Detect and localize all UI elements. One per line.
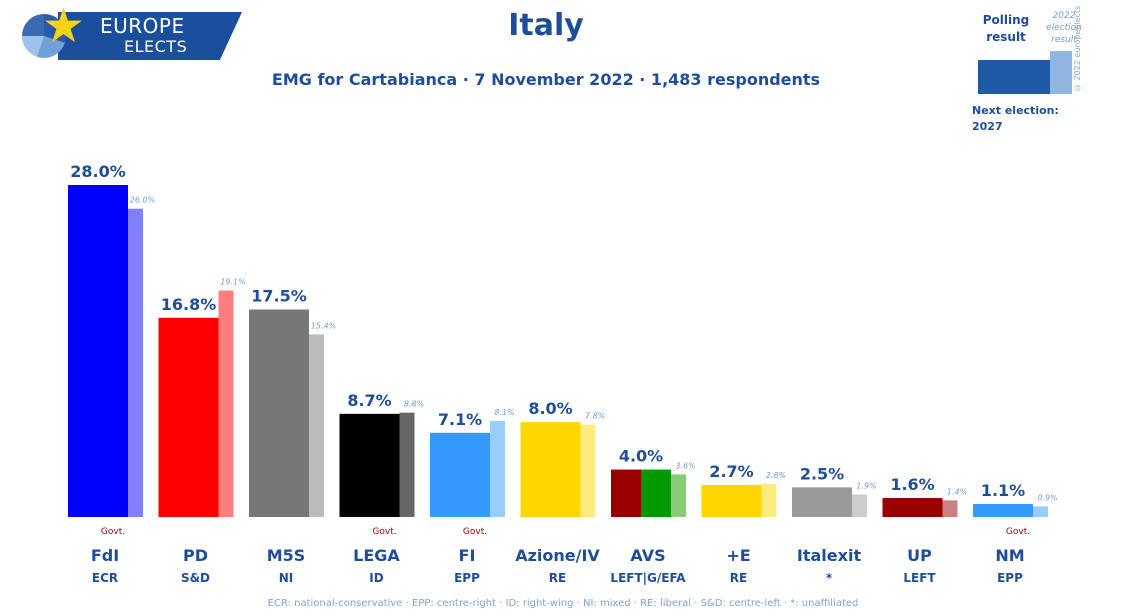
polling-bar bbox=[339, 413, 400, 517]
election-value-label: 2.8% bbox=[766, 471, 786, 480]
party-group: EPP bbox=[454, 571, 480, 585]
party-group: LEFT|G/EFA bbox=[610, 571, 686, 585]
party-group: EPP bbox=[997, 571, 1023, 585]
party-group: RE bbox=[549, 571, 566, 585]
party-name: UP bbox=[907, 546, 932, 565]
party-group: * bbox=[826, 571, 833, 585]
legend-polling-label: Polling result bbox=[982, 13, 1030, 44]
legend-election-swatch bbox=[1050, 51, 1072, 94]
polling-value-label: 8.0% bbox=[528, 399, 572, 418]
polling-value-label: 4.0% bbox=[619, 447, 663, 466]
polling-value-label: 1.6% bbox=[890, 475, 934, 494]
party-name: LEGA bbox=[353, 546, 400, 565]
party-group: NI bbox=[279, 571, 294, 585]
election-bar bbox=[1033, 506, 1048, 517]
legend-polling-swatch bbox=[978, 60, 1050, 94]
party-name: FI bbox=[459, 546, 476, 565]
legend-next-election: Next election: 2027 bbox=[972, 103, 1059, 135]
next-election-label: Next election: bbox=[972, 104, 1059, 117]
govt-label: Govt. bbox=[463, 527, 487, 537]
polling-bar bbox=[611, 469, 641, 517]
party-name: AVS bbox=[630, 546, 665, 565]
party-group: LEFT bbox=[903, 571, 936, 585]
polling-bar bbox=[68, 185, 128, 517]
next-election-year: 2027 bbox=[972, 120, 1003, 133]
election-value-label: 26.0% bbox=[130, 196, 155, 205]
polling-bar bbox=[701, 484, 762, 517]
polling-value-label: 8.7% bbox=[347, 391, 391, 410]
polling-value-label: 17.5% bbox=[251, 287, 307, 306]
europe-elects-logo: ★ EUROPE ELECTS bbox=[20, 2, 242, 62]
govt-label: Govt. bbox=[101, 527, 125, 537]
star-icon: ★ bbox=[42, 0, 86, 54]
party-name: +E bbox=[726, 546, 750, 565]
polling-value-label: 16.8% bbox=[161, 295, 217, 314]
party-group: S&D bbox=[181, 571, 210, 585]
logo-line2: ELECTS bbox=[124, 37, 188, 56]
globe-icon bbox=[22, 14, 66, 58]
polling-value-label: 28.0% bbox=[70, 162, 126, 181]
election-bar bbox=[399, 412, 415, 517]
election-bar bbox=[671, 474, 686, 517]
govt-label: Govt. bbox=[1006, 527, 1030, 537]
polling-value-label: 2.7% bbox=[709, 462, 753, 481]
chart-subtitle: EMG for Cartabianca · 7 November 2022 · … bbox=[271, 70, 821, 89]
election-bar bbox=[761, 483, 777, 517]
election-value-label: 1.4% bbox=[947, 487, 967, 496]
polling-bar bbox=[249, 309, 309, 517]
polling-bar bbox=[158, 317, 219, 517]
polling-bar bbox=[641, 469, 671, 517]
logo-banner bbox=[58, 12, 242, 60]
chart-title: Italy bbox=[508, 8, 584, 43]
party-name: FdI bbox=[91, 546, 119, 565]
election-bar bbox=[218, 290, 234, 517]
polling-bar bbox=[882, 498, 943, 517]
election-value-label: 0.9% bbox=[1037, 493, 1057, 502]
group-footnote: ECR: national-conservative · EPP: centre… bbox=[267, 598, 859, 609]
party-name: Italexit bbox=[797, 546, 862, 565]
election-bar bbox=[128, 208, 143, 517]
election-bar bbox=[852, 494, 867, 517]
polling-value-label: 7.1% bbox=[438, 410, 482, 429]
election-value-label: 3.6% bbox=[675, 461, 695, 470]
election-value-label: 7.8% bbox=[585, 412, 605, 421]
election-value-label: 8.8% bbox=[404, 400, 424, 409]
party-group: ECR bbox=[92, 571, 118, 585]
party-group: RE bbox=[730, 571, 747, 585]
election-bar bbox=[309, 334, 324, 517]
election-value-label: 15.4% bbox=[311, 321, 336, 330]
election-bar bbox=[580, 424, 596, 517]
election-bar bbox=[942, 500, 958, 517]
election-value-label: 1.9% bbox=[856, 481, 876, 490]
polling-bar bbox=[792, 487, 852, 517]
election-value-label: 8.1% bbox=[494, 408, 514, 417]
party-name: NM bbox=[995, 546, 1024, 565]
party-group: ID bbox=[369, 571, 383, 585]
polling-bar bbox=[430, 432, 490, 517]
polling-value-label: 1.1% bbox=[981, 481, 1025, 500]
election-value-label: 19.1% bbox=[220, 278, 245, 287]
govt-label: Govt. bbox=[372, 527, 396, 537]
polling-bar bbox=[520, 422, 581, 517]
party-name: Azione/IV bbox=[515, 546, 600, 565]
logo-line1: EUROPE bbox=[100, 14, 185, 38]
legend-election-label: 2022 election result bbox=[1046, 11, 1082, 45]
election-bar bbox=[490, 420, 505, 517]
polling-bar bbox=[973, 503, 1033, 517]
polling-value-label: 2.5% bbox=[800, 464, 844, 483]
party-name: PD bbox=[183, 546, 208, 565]
party-name: M5S bbox=[267, 546, 306, 565]
legend: Polling result 2022 election result Next… bbox=[970, 8, 1120, 133]
